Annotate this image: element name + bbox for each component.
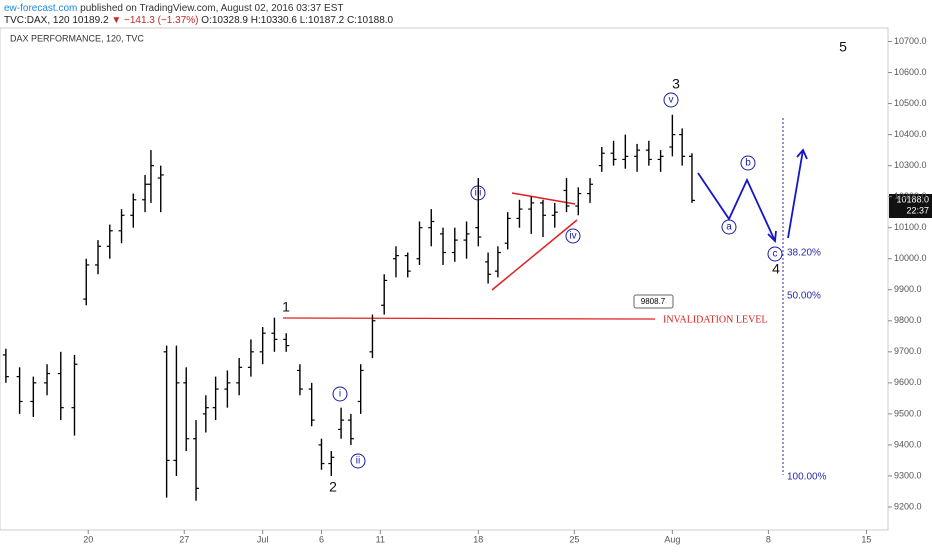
- wave-label: c: [773, 249, 778, 260]
- symbol-line: TVC:DAX, 120 10189.2 ▼ −141.3 (−1.37%) O…: [4, 15, 394, 26]
- y-tick-label: 10400.0: [894, 129, 927, 139]
- plot-frame: [0, 27, 889, 531]
- circles: [332, 92, 783, 469]
- time-tag-text: 22:37: [906, 205, 929, 215]
- last: 10189.2: [72, 15, 109, 26]
- published: published on TradingView.com, August 02,…: [80, 3, 343, 14]
- change: ▼ −141.3 (−1.37%): [111, 15, 198, 26]
- y-tick-label: 9900.0: [894, 284, 922, 294]
- y-tick-label: 10500.0: [894, 98, 927, 108]
- y-tick-label: 9300.0: [894, 470, 922, 480]
- x-tick-label: Jul: [257, 534, 269, 544]
- y-tick-label: 10600.0: [894, 67, 927, 77]
- y-tick-label: 9800.0: [894, 315, 922, 325]
- y-tick-label: 9600.0: [894, 377, 922, 387]
- header: ew-forecast.com published on TradingView…: [4, 3, 343, 14]
- wave-label: 4: [772, 261, 780, 277]
- y-tick-label: 10700.0: [894, 36, 927, 46]
- triangle-line: [491, 219, 578, 291]
- callout-text: 9808.7: [641, 297, 666, 306]
- wave-label: 1: [282, 299, 290, 315]
- wave-label: 5: [839, 39, 847, 55]
- arrow-head: [767, 230, 777, 243]
- y-tick-label: 10200.0: [894, 191, 927, 201]
- x-tick-label: 27: [179, 534, 189, 544]
- wave-label: a: [726, 222, 732, 233]
- x-tick-label: 11: [376, 534, 385, 544]
- y-tick-label: 10000.0: [894, 253, 927, 263]
- wave-label: b: [745, 158, 751, 169]
- publisher: ew-forecast.com: [4, 3, 77, 14]
- fib-label: 100.00%: [787, 472, 827, 483]
- y-tick-label: 9200.0: [894, 501, 922, 511]
- wave-label: i: [339, 389, 341, 400]
- price-tag: [889, 194, 932, 218]
- wave-label: ii: [356, 456, 360, 467]
- y-tick-label: 10300.0: [894, 160, 927, 170]
- ohlc: O:10328.9 H:10330.6 L:10187.2 C:10188.0: [201, 15, 393, 26]
- x-tick-label: 25: [569, 534, 579, 544]
- wave-label: 2: [329, 479, 337, 495]
- x-tick-label: 20: [83, 534, 93, 544]
- chart-title: DAX PERFORMANCE, 120, TVC: [10, 33, 144, 43]
- arrow-head: [796, 148, 808, 160]
- price-tag-text: 10188.0: [896, 194, 929, 204]
- invalidation-label: INVALIDATION LEVEL: [663, 314, 768, 325]
- fib-label: 38.20%: [787, 248, 821, 259]
- x-tick-label: 6: [319, 534, 324, 544]
- y-tick-label: 9700.0: [894, 346, 922, 356]
- projection-path: [697, 172, 776, 242]
- wave-label: iv: [569, 231, 576, 242]
- projection-path: [787, 149, 804, 239]
- symbol: TVC:DAX, 120: [4, 15, 70, 26]
- invalidation-line: [282, 317, 655, 320]
- fib-label: 50.00%: [787, 291, 821, 302]
- x-tick-label: 18: [473, 534, 483, 544]
- callout: [633, 294, 674, 309]
- x-tick-label: 8: [766, 534, 771, 544]
- y-tick-label: 9500.0: [894, 408, 922, 418]
- x-tick-label: 15: [861, 534, 871, 544]
- x-tick-label: Aug: [664, 534, 680, 544]
- wave-label: v: [669, 95, 674, 106]
- y-tick-label: 10100.0: [894, 222, 927, 232]
- y-tick-label: 9400.0: [894, 439, 922, 449]
- triangle-line: [511, 192, 576, 205]
- wave-label: 3: [672, 76, 680, 92]
